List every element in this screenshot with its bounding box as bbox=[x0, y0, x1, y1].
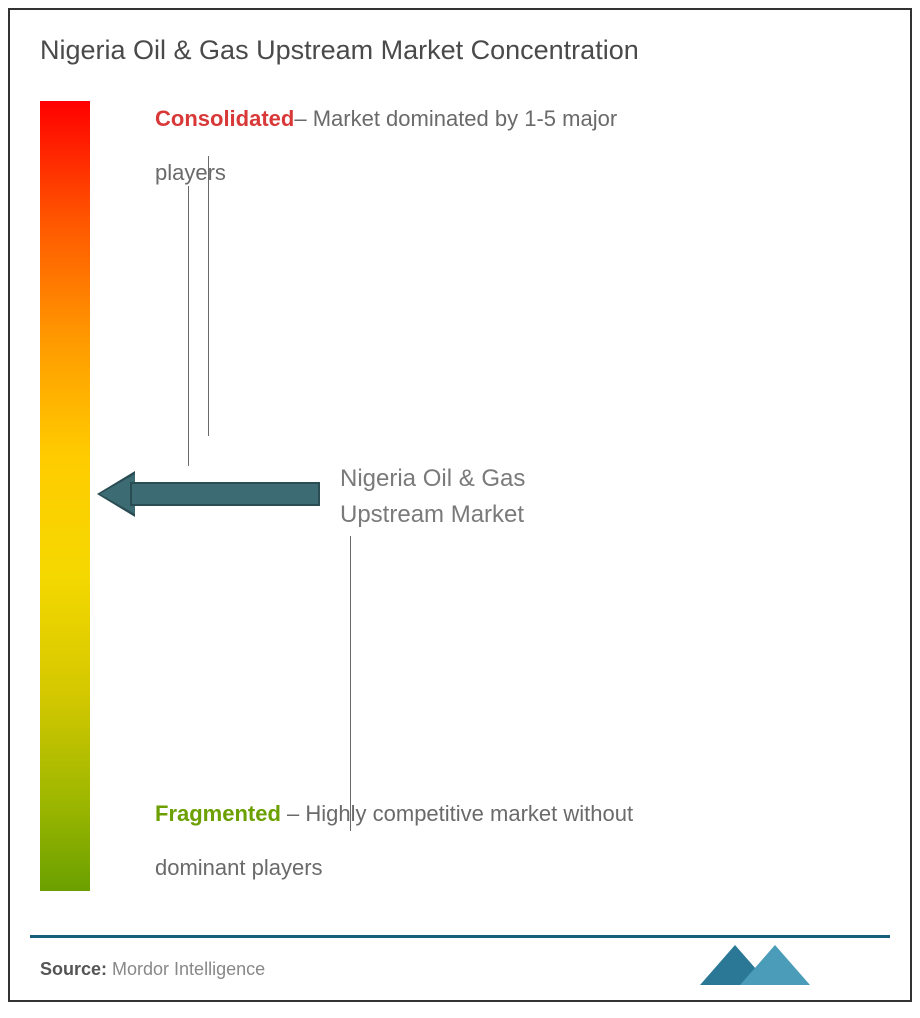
fragmented-description-2: dominant players bbox=[155, 855, 855, 881]
connector-line-top-2 bbox=[208, 156, 209, 436]
consolidated-description-2: players bbox=[155, 160, 855, 186]
logo-triangle-2 bbox=[740, 945, 810, 985]
chart-container: Nigeria Oil & Gas Upstream Market Concen… bbox=[8, 8, 912, 1002]
arrow-body bbox=[130, 482, 320, 506]
market-position-arrow bbox=[100, 474, 320, 514]
fragmented-section: Fragmented – Highly competitive market w… bbox=[155, 801, 855, 881]
footer-divider bbox=[30, 935, 890, 938]
mordor-logo-icon bbox=[700, 945, 880, 985]
consolidated-section: Consolidated– Market dominated by 1-5 ma… bbox=[155, 106, 855, 186]
consolidated-description-1: – Market dominated by 1-5 major bbox=[294, 106, 617, 131]
consolidated-label: Consolidated bbox=[155, 106, 294, 131]
source-value: Mordor Intelligence bbox=[107, 959, 265, 979]
source-label: Source: bbox=[40, 959, 107, 979]
fragmented-description-1: – Highly competitive market without bbox=[281, 801, 633, 826]
fragmented-label: Fragmented bbox=[155, 801, 281, 826]
market-name-label: Nigeria Oil & Gas Upstream Market bbox=[340, 461, 525, 533]
market-name-line2: Upstream Market bbox=[340, 501, 524, 528]
connector-line-bottom bbox=[350, 536, 351, 831]
chart-title: Nigeria Oil & Gas Upstream Market Concen… bbox=[40, 35, 880, 66]
market-name-line1: Nigeria Oil & Gas bbox=[340, 465, 525, 492]
source-attribution: Source: Mordor Intelligence bbox=[40, 959, 265, 980]
content-area: Consolidated– Market dominated by 1-5 ma… bbox=[40, 101, 880, 901]
connector-line-top-1 bbox=[188, 186, 189, 466]
concentration-gradient-bar bbox=[40, 101, 90, 891]
